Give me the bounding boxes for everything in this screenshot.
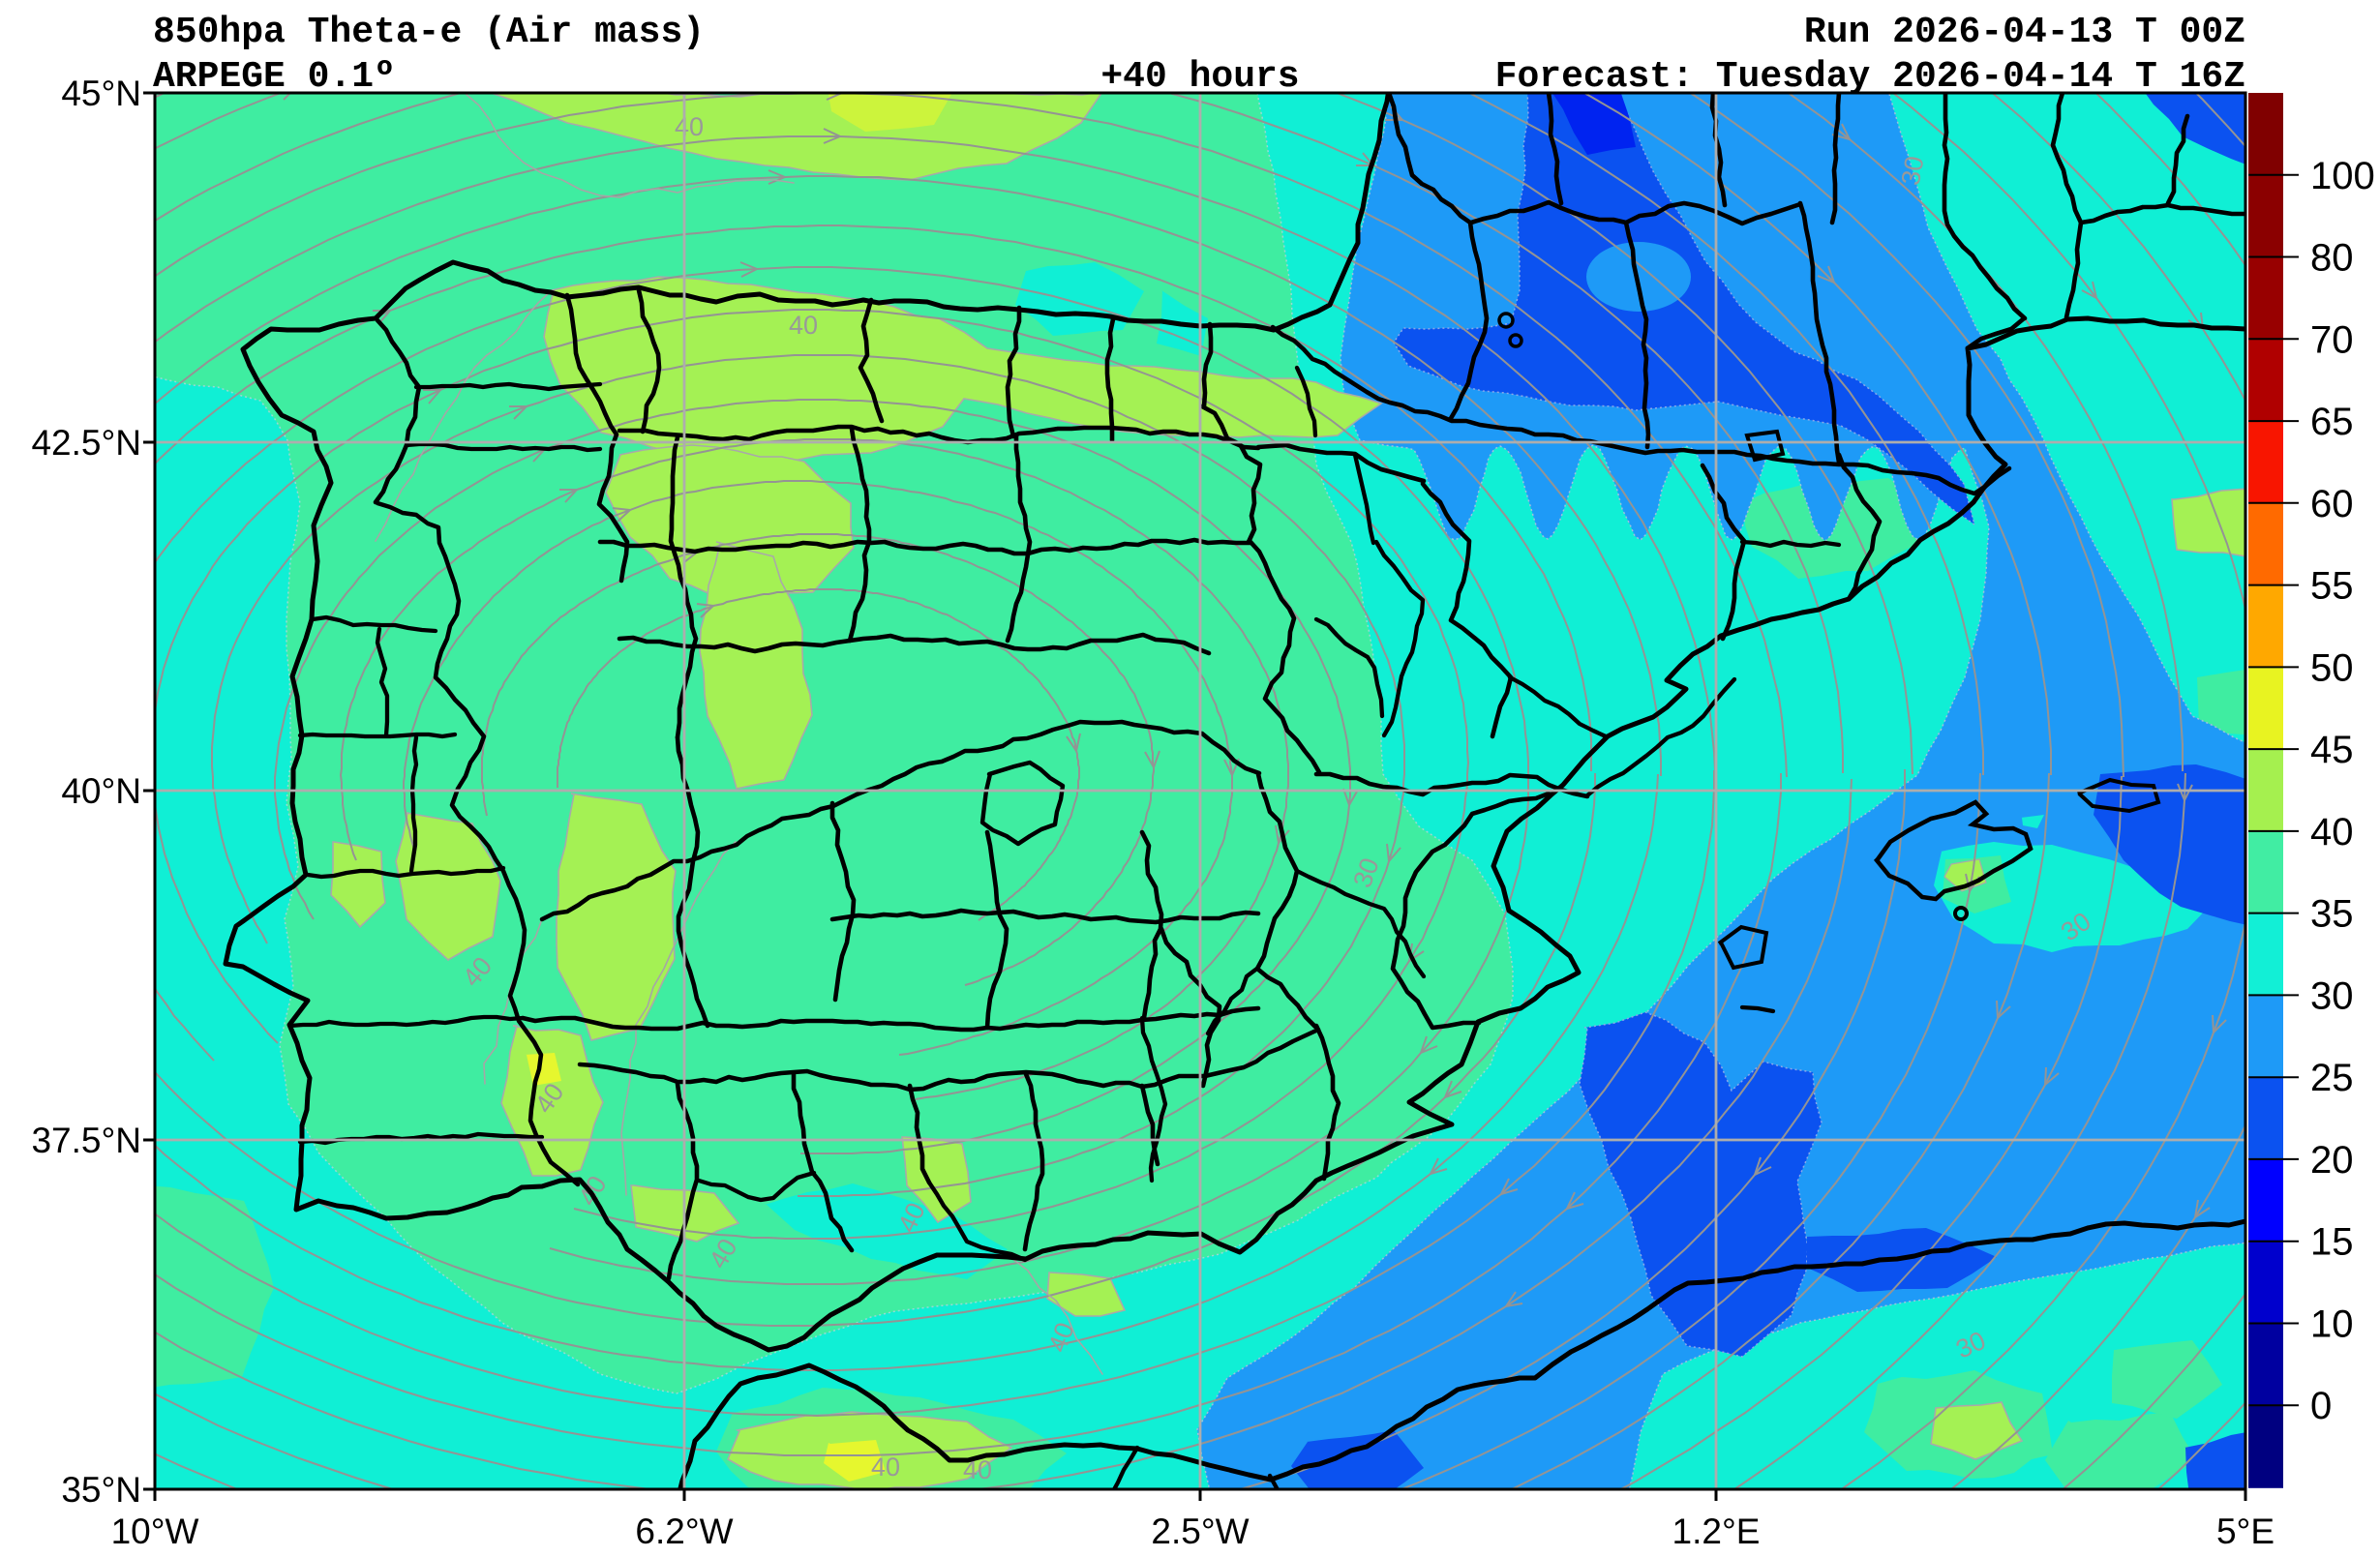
svg-text:40: 40	[871, 1452, 900, 1482]
svg-text:37.5°N: 37.5°N	[31, 1121, 141, 1160]
svg-text:70: 70	[2310, 318, 2354, 361]
svg-text:40: 40	[789, 311, 818, 340]
svg-text:42.5°N: 42.5°N	[31, 423, 141, 463]
svg-text:Run 2026-04-13 T 00Z: Run 2026-04-13 T 00Z	[1804, 12, 2245, 53]
svg-text:ARPEGE 0.1º: ARPEGE 0.1º	[153, 56, 396, 98]
svg-text:+40 hours: +40 hours	[1100, 56, 1299, 98]
svg-text:15: 15	[2310, 1221, 2354, 1264]
svg-text:40°N: 40°N	[61, 771, 141, 811]
svg-text:0: 0	[2310, 1385, 2332, 1427]
svg-text:1.2°E: 1.2°E	[1672, 1512, 1761, 1551]
svg-text:5°E: 5°E	[2216, 1512, 2275, 1551]
svg-text:65: 65	[2310, 401, 2354, 443]
svg-text:25: 25	[2310, 1057, 2354, 1099]
svg-text:2.5°W: 2.5°W	[1151, 1512, 1249, 1551]
svg-text:10°W: 10°W	[111, 1512, 199, 1551]
svg-text:6.2°W: 6.2°W	[635, 1512, 733, 1551]
svg-text:30: 30	[1896, 154, 1930, 188]
svg-text:45°N: 45°N	[61, 74, 141, 113]
svg-text:40: 40	[2310, 811, 2354, 853]
svg-text:35°N: 35°N	[61, 1470, 141, 1510]
svg-text:80: 80	[2310, 237, 2354, 280]
svg-text:850hpa Theta-e (Air mass): 850hpa Theta-e (Air mass)	[153, 12, 705, 53]
svg-text:10: 10	[2310, 1303, 2354, 1346]
svg-text:30: 30	[2310, 974, 2354, 1017]
svg-text:55: 55	[2310, 565, 2354, 608]
svg-text:Forecast: Tuesday 2026-04-14 T: Forecast: Tuesday 2026-04-14 T 16Z	[1495, 56, 2245, 98]
svg-text:20: 20	[2310, 1139, 2354, 1182]
svg-text:40: 40	[675, 112, 704, 141]
svg-text:60: 60	[2310, 483, 2354, 525]
svg-text:35: 35	[2310, 893, 2354, 936]
svg-text:50: 50	[2310, 646, 2354, 689]
svg-text:45: 45	[2310, 729, 2354, 771]
svg-text:100: 100	[2310, 155, 2375, 197]
